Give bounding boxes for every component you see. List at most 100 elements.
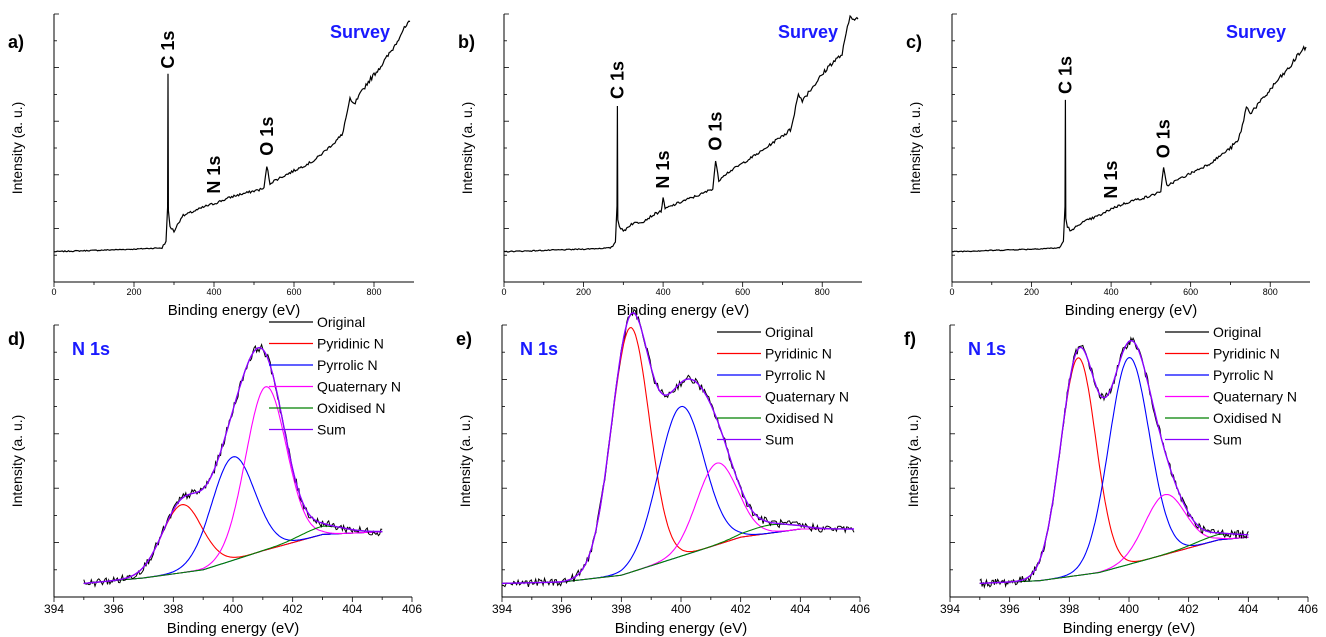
background-line [502,528,854,584]
x-tick-label: 404 [342,602,362,616]
sum-line [979,339,1249,585]
x-tick-label: 394 [492,602,512,616]
x-tick-label: 406 [850,602,870,616]
x-tick-label: 402 [731,602,751,616]
legend-label: Sum [317,422,346,438]
x-tick-label: 406 [1298,602,1318,616]
x-tick-label: 400 [1104,287,1119,297]
x-tick-label: 402 [1179,602,1199,616]
x-tick-label: 398 [611,602,631,616]
legend: Original Pyridinic N Pyrrolic N Quaternary … [269,314,401,438]
original-line [979,336,1249,589]
panel-b: 0 200 400 600 800 Binding energy (eV) Intensit… [458,13,862,319]
component-quaternary-n [83,386,383,584]
legend-label: Quaternary N [1213,389,1297,405]
legend-label: Pyridinic N [765,346,832,362]
legend-label: Sum [765,432,794,448]
legend-label: Quaternary N [765,389,849,405]
panel-label: a) [8,32,24,52]
x-tick-label: 600 [735,287,750,297]
x-tick-label: 406 [402,602,422,616]
legend-label: Pyrrolic N [1213,367,1274,383]
peak-annotation: C 1s [158,31,178,69]
legend-label: Quaternary N [317,379,401,395]
peak-annotation: O 1s [706,112,726,151]
component-pyrrolic-n [83,456,383,584]
sum-line [83,346,383,585]
x-tick-label: 400 [223,602,243,616]
x-axis-label: Binding energy (eV) [615,620,748,637]
legend-label: Oxidised N [317,400,385,416]
panel-d: 394 396 398 400 402 404 406 Binding energy (eV)… [8,314,422,637]
component-oxidised-n [83,525,383,584]
panel-label: d) [8,329,25,349]
component-pyridinic-n [979,357,1249,584]
survey-spectrum-line [951,45,1307,253]
x-tick-label: 800 [815,287,830,297]
x-tick-label: 396 [104,602,124,616]
panel-title: Survey [330,22,390,42]
panel-label: c) [906,32,922,52]
x-tick-label: 400 [656,287,671,297]
component-quaternary-n [502,462,854,584]
x-tick-label: 400 [206,287,221,297]
legend-label: Original [765,324,813,340]
y-axis-label: Intensity (a. u.) [9,102,25,195]
x-tick-label: 396 [1000,602,1020,616]
legend-label: Oxidised N [1213,410,1281,426]
legend: Original Pyridinic N Pyrrolic N Quaternary … [1165,324,1297,448]
panel-title: N 1s [520,339,558,359]
panel-label: e) [456,329,472,349]
panel-title: Survey [1226,22,1286,42]
peak-annotation: C 1s [1055,56,1075,94]
x-tick-label: 404 [1238,602,1258,616]
component-oxidised-n [502,523,854,584]
y-axis-label: Intensity (a. u.) [905,415,921,508]
y-axis-label: Intensity (a. u.) [457,415,473,508]
x-axis-label: Binding energy (eV) [1065,302,1198,319]
peak-annotation: N 1s [653,151,673,189]
x-tick-label: 600 [1183,287,1198,297]
panel-f: 394 396 398 400 402 404 406 Binding energy (eV)… [904,324,1318,637]
panel-title: N 1s [72,339,110,359]
x-tick-label: 400 [671,602,691,616]
x-tick-label: 398 [1059,602,1079,616]
x-axis-label: Binding energy (eV) [168,302,301,319]
peak-annotation: O 1s [257,117,277,156]
panel-label: b) [458,32,475,52]
x-tick-label: 396 [552,602,572,616]
x-axis-label: Binding energy (eV) [617,302,750,319]
sum-line [502,312,854,585]
legend-label: Oxidised N [765,410,833,426]
y-axis-label: Intensity (a. u.) [9,415,25,508]
background-line [979,536,1249,584]
legend-label: Original [1213,324,1261,340]
peak-annotation: N 1s [1101,161,1121,199]
x-tick-label: 200 [576,287,591,297]
x-tick-label: 398 [163,602,183,616]
panel-title: N 1s [968,339,1006,359]
peak-annotation: N 1s [204,156,224,194]
survey-spectrum-line [53,20,411,253]
panel-a: 0 200 400 600 800 Binding energy (eV) Intensit… [8,13,414,319]
legend-label: Pyridinic N [317,336,384,352]
x-tick-label: 800 [366,287,381,297]
panel-title: Survey [778,22,838,42]
survey-spectrum-line [503,14,859,253]
original-line [501,308,855,588]
x-tick-label: 400 [1119,602,1139,616]
x-tick-label: 200 [126,287,141,297]
y-axis-label: Intensity (a. u.) [907,102,923,195]
x-tick-label: 404 [790,602,810,616]
x-tick-label: 800 [1263,287,1278,297]
x-tick-label: 0 [51,287,56,297]
x-tick-label: 600 [286,287,301,297]
x-axis-label: Binding energy (eV) [1063,620,1196,637]
x-tick-label: 402 [283,602,303,616]
panel-c: 0 200 400 600 800 Binding energy (eV) Intensit… [906,13,1310,319]
legend-label: Sum [1213,432,1242,448]
legend-label: Original [317,314,365,330]
legend-label: Pyrrolic N [765,367,826,383]
component-pyrrolic-n [979,357,1249,584]
